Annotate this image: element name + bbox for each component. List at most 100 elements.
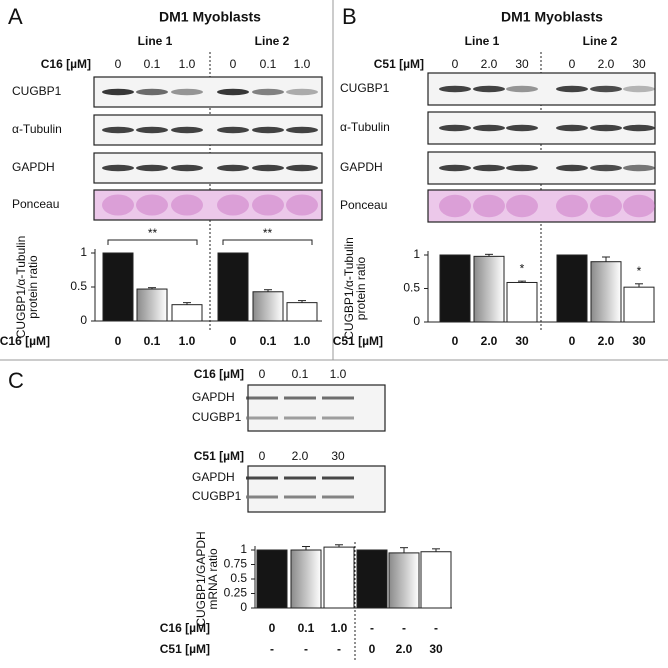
dose-label: 0.1 — [144, 57, 161, 71]
x-tick-label: 0 — [269, 621, 276, 635]
y-axis-label: protein ratio — [26, 255, 40, 319]
blot-label: CUGBP1 — [192, 410, 242, 424]
bar — [556, 254, 588, 323]
y-tick-label: 0.25 — [224, 586, 248, 600]
treatment-label: C51 [µM] — [194, 449, 244, 463]
panel-title: DM1 Myoblasts — [159, 9, 261, 25]
x-tick-label: 30 — [632, 334, 646, 348]
blot-band — [171, 194, 203, 216]
significance-label: ** — [148, 226, 158, 240]
y-tick-label: 0.5 — [230, 571, 247, 585]
x-tick-label: 0 — [452, 334, 459, 348]
x-row-name: C51 [µM] — [160, 642, 210, 656]
x-tick-label: - — [402, 621, 406, 635]
blot-band — [322, 476, 354, 480]
blot-band — [556, 124, 588, 132]
blot-band — [171, 88, 203, 96]
bar — [420, 551, 452, 609]
significance-bracket — [222, 239, 313, 245]
line-label: Line 2 — [255, 34, 290, 48]
x-tick-label: 2.0 — [598, 334, 615, 348]
blot-frame — [247, 384, 386, 432]
bar — [217, 252, 249, 322]
blot-band — [556, 164, 588, 172]
y-tick-label: 0 — [240, 600, 247, 614]
line-label: Line 1 — [465, 34, 500, 48]
x-row-name: C51 [µM] — [333, 334, 383, 348]
dose-label: 0 — [115, 57, 122, 71]
blot-band — [136, 164, 168, 172]
bar — [171, 304, 203, 322]
bar — [590, 261, 622, 323]
dose-label: 0 — [259, 367, 266, 381]
dose-label: 30 — [632, 57, 646, 71]
blot-label: CUGBP1 — [192, 489, 242, 503]
dose-label: 2.0 — [292, 449, 309, 463]
treatment-label: C16 [µM] — [194, 367, 244, 381]
blot-band — [246, 476, 278, 480]
blot-band — [556, 194, 588, 218]
blot-frame — [427, 189, 656, 223]
blot-band — [473, 164, 505, 172]
blot-label: CUGBP1 — [340, 81, 390, 95]
x-tick-label: 0.1 — [260, 334, 277, 348]
dose-label: 2.0 — [598, 57, 615, 71]
line-label: Line 1 — [138, 34, 173, 48]
treatment-label: C51 [µM] — [374, 57, 424, 71]
x-tick-label: 0 — [369, 642, 376, 656]
y-tick-label: 0 — [80, 313, 87, 327]
blot-label: GAPDH — [192, 470, 235, 484]
y-axis-label: protein ratio — [354, 256, 368, 320]
blot-frame — [247, 465, 386, 513]
y-tick-label: 0.5 — [403, 281, 420, 295]
bar — [439, 254, 471, 323]
blot-band — [246, 396, 278, 400]
blot-label: GAPDH — [340, 160, 383, 174]
blot-band — [286, 126, 318, 134]
dose-label: 0 — [569, 57, 576, 71]
bar — [102, 252, 134, 322]
x-row-name: C16 [µM] — [0, 334, 50, 348]
blot-band — [252, 164, 284, 172]
y-tick-label: 1 — [413, 247, 420, 261]
x-tick-label: 2.0 — [396, 642, 413, 656]
blot-band — [286, 88, 318, 96]
blot-band — [102, 126, 134, 134]
blot-band — [102, 88, 134, 96]
blot-band — [284, 495, 316, 499]
blot-band — [590, 85, 622, 93]
blot-band — [217, 126, 249, 134]
y-tick-label: 0.5 — [70, 279, 87, 293]
blot-band — [102, 194, 134, 216]
blot-band — [136, 194, 168, 216]
blot-band — [217, 88, 249, 96]
x-tick-label: - — [337, 642, 341, 656]
blot-band — [556, 85, 588, 93]
x-tick-label: 0 — [569, 334, 576, 348]
bar — [473, 255, 505, 323]
blot-band — [623, 194, 655, 218]
blot-band — [246, 416, 278, 420]
y-tick-label: 0 — [413, 314, 420, 328]
blot-band — [623, 124, 655, 132]
bar — [623, 286, 655, 323]
x-tick-label: 2.0 — [481, 334, 498, 348]
dose-label: 1.0 — [330, 367, 347, 381]
blot-band — [284, 396, 316, 400]
panel-letter: A — [8, 4, 23, 29]
panel-letter: C — [8, 368, 24, 393]
bar — [388, 552, 420, 609]
dose-label: 0.1 — [292, 367, 309, 381]
blot-band — [136, 88, 168, 96]
blot-band — [623, 85, 655, 93]
y-tick-label: 0.75 — [224, 557, 248, 571]
blot-band — [217, 194, 249, 216]
blot-band — [439, 194, 471, 218]
x-tick-label: 1.0 — [331, 621, 348, 635]
blot-label: Ponceau — [340, 198, 387, 212]
dose-label: 1.0 — [179, 57, 196, 71]
blot-band — [252, 88, 284, 96]
blot-label: Ponceau — [12, 197, 59, 211]
significance-label: ** — [263, 226, 273, 240]
